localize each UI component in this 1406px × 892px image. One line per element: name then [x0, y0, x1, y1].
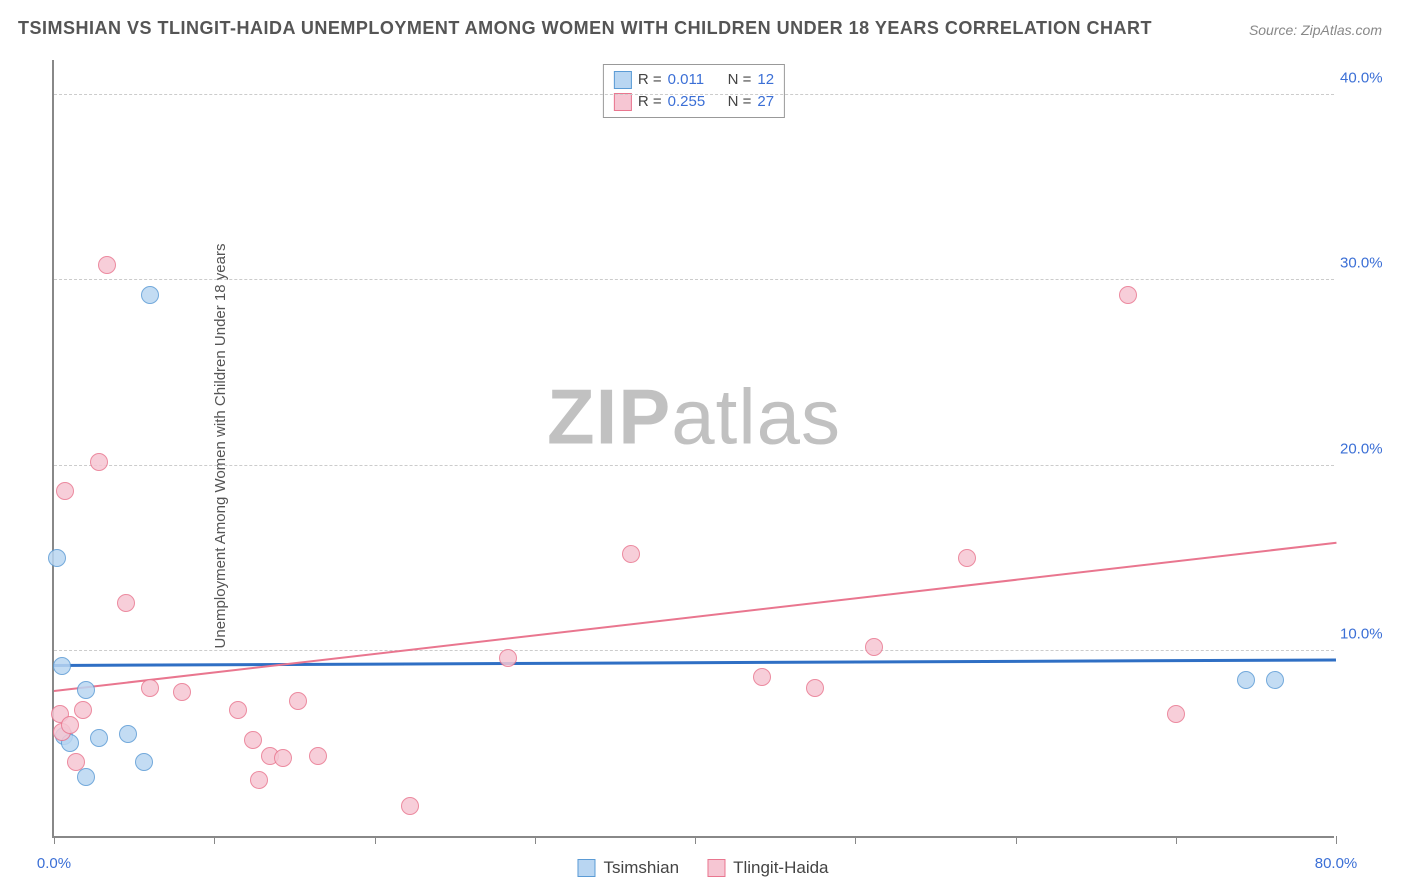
- x-tick: [214, 836, 215, 844]
- data-point: [274, 749, 292, 767]
- data-point: [1266, 671, 1284, 689]
- data-point: [98, 256, 116, 274]
- legend-series-name: Tsimshian: [603, 858, 679, 878]
- trend-line: [54, 659, 1336, 668]
- data-point: [806, 679, 824, 697]
- gridline: [54, 279, 1334, 280]
- legend-r-value: 0.011: [668, 69, 722, 91]
- trend-line: [54, 541, 1336, 691]
- data-point: [135, 753, 153, 771]
- x-tick: [1016, 836, 1017, 844]
- data-point: [141, 286, 159, 304]
- data-point: [48, 549, 66, 567]
- legend-swatch: [577, 859, 595, 877]
- y-tick-label: 20.0%: [1340, 440, 1400, 457]
- data-point: [1167, 705, 1185, 723]
- data-point: [1119, 286, 1137, 304]
- data-point: [289, 692, 307, 710]
- data-point: [401, 797, 419, 815]
- x-tick: [54, 836, 55, 844]
- legend-n-value: 12: [757, 69, 774, 91]
- legend-series-name: Tlingit-Haida: [733, 858, 828, 878]
- x-tick-label: 80.0%: [1315, 855, 1358, 872]
- legend-swatch: [707, 859, 725, 877]
- data-point: [117, 594, 135, 612]
- plot-area: ZIPatlas R =0.011N =12R =0.255N =27 10.0…: [52, 60, 1334, 838]
- data-point: [90, 453, 108, 471]
- legend-stat-row: R = 0.011 N =12: [614, 69, 774, 91]
- x-tick: [375, 836, 376, 844]
- data-point: [74, 701, 92, 719]
- legend-item: Tsimshian: [577, 858, 679, 878]
- legend-item: Tlingit-Haida: [707, 858, 828, 878]
- data-point: [67, 753, 85, 771]
- y-tick-label: 30.0%: [1340, 255, 1400, 272]
- data-point: [1237, 671, 1255, 689]
- legend-series: Tsimshian Tlingit-Haida: [577, 858, 828, 878]
- data-point: [622, 545, 640, 563]
- source-label: Source: ZipAtlas.com: [1249, 22, 1382, 38]
- data-point: [119, 725, 137, 743]
- data-point: [56, 482, 74, 500]
- chart-title: TSIMSHIAN VS TLINGIT-HAIDA UNEMPLOYMENT …: [18, 18, 1152, 39]
- x-tick: [1176, 836, 1177, 844]
- data-point: [244, 731, 262, 749]
- data-point: [77, 681, 95, 699]
- x-tick-label: 0.0%: [37, 855, 71, 872]
- data-point: [173, 683, 191, 701]
- x-tick: [535, 836, 536, 844]
- gridline: [54, 94, 1334, 95]
- x-tick: [1336, 836, 1337, 844]
- data-point: [865, 638, 883, 656]
- data-point: [958, 549, 976, 567]
- data-point: [309, 747, 327, 765]
- data-point: [141, 679, 159, 697]
- legend-swatch: [614, 93, 632, 111]
- data-point: [90, 729, 108, 747]
- data-point: [499, 649, 517, 667]
- gridline: [54, 465, 1334, 466]
- data-point: [753, 668, 771, 686]
- gridline: [54, 650, 1334, 651]
- data-point: [53, 657, 71, 675]
- legend-stats: R =0.011N =12R =0.255N =27: [603, 64, 785, 118]
- data-point: [250, 771, 268, 789]
- y-tick-label: 40.0%: [1340, 70, 1400, 87]
- x-tick: [695, 836, 696, 844]
- legend-swatch: [614, 71, 632, 89]
- data-point: [61, 716, 79, 734]
- y-tick-label: 10.0%: [1340, 625, 1400, 642]
- legend-n-label: N =: [728, 69, 752, 91]
- legend-r-label: R =: [638, 69, 662, 91]
- data-point: [77, 768, 95, 786]
- watermark: ZIPatlas: [547, 371, 841, 462]
- x-tick: [855, 836, 856, 844]
- data-point: [229, 701, 247, 719]
